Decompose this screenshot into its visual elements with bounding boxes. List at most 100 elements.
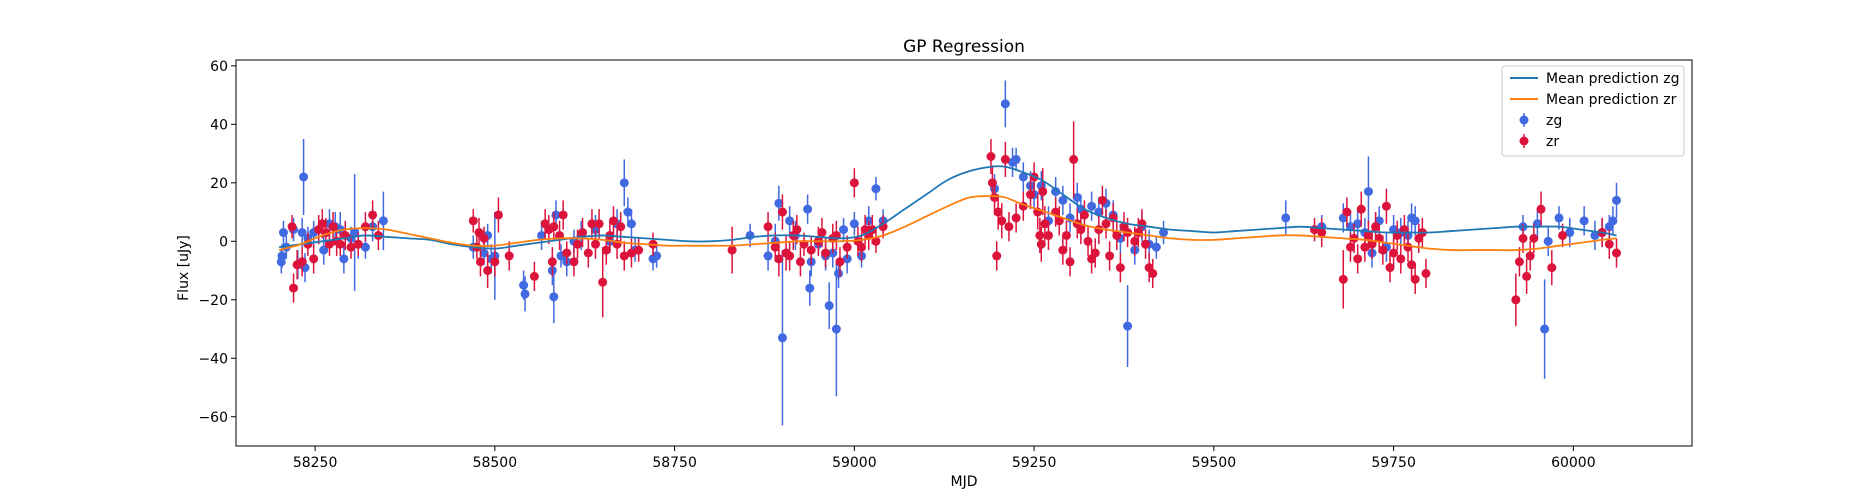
data-point-zg xyxy=(537,230,547,240)
x-axis-label: MJD xyxy=(951,474,978,490)
data-point-zr xyxy=(1112,230,1122,240)
y-tick-label: 20 xyxy=(210,176,228,192)
x-tick-label: 59750 xyxy=(1371,455,1416,471)
y-tick-label: 0 xyxy=(219,234,228,250)
data-point-zg xyxy=(774,198,784,208)
data-point-zr xyxy=(1367,239,1377,249)
data-point-zr xyxy=(1036,239,1046,249)
data-point-zr xyxy=(1035,230,1045,240)
data-point-zg xyxy=(1363,187,1373,197)
data-point-zr xyxy=(468,216,478,226)
data-point-zr xyxy=(1529,233,1539,243)
data-point-zr xyxy=(608,216,618,226)
data-point-zr xyxy=(1115,263,1125,273)
data-point-zr xyxy=(1097,195,1107,205)
axes-frame xyxy=(235,59,1693,447)
x-tick-label: 58500 xyxy=(473,455,518,471)
data-point-zr xyxy=(547,257,557,267)
data-point-zr xyxy=(297,257,307,267)
data-point-zr xyxy=(1547,263,1557,273)
data-point-zg xyxy=(1608,216,1618,226)
data-point-zr xyxy=(335,239,345,249)
line-mean-prediction-zr xyxy=(278,195,1617,252)
line-mean-prediction-zg xyxy=(279,165,1617,250)
data-point-zg xyxy=(1151,242,1161,252)
data-point-zg xyxy=(777,333,787,343)
legend-marker-swatch xyxy=(1519,115,1529,125)
data-point-zg xyxy=(803,204,813,214)
data-point-zr xyxy=(1148,268,1158,278)
plot-area xyxy=(276,80,1622,426)
y-tick-label: −40 xyxy=(198,351,228,367)
data-point-zr xyxy=(986,152,996,161)
data-point-zr xyxy=(1518,233,1528,243)
data-point-zg xyxy=(849,219,859,229)
plot-inner xyxy=(276,80,1622,426)
data-point-zg xyxy=(1018,172,1028,182)
data-point-zr xyxy=(591,239,601,249)
data-point-zr xyxy=(1407,260,1417,270)
data-point-zr xyxy=(1090,248,1100,258)
data-point-zr xyxy=(1061,230,1071,240)
data-point-zr xyxy=(1105,251,1115,261)
data-point-zg xyxy=(350,228,360,238)
data-point-zr xyxy=(1403,242,1413,252)
data-point-zr xyxy=(987,178,997,188)
data-point-zr xyxy=(1011,213,1021,223)
data-point-zg xyxy=(652,251,662,261)
data-point-zg xyxy=(360,242,370,252)
data-point-zr xyxy=(587,219,597,229)
data-point-zr xyxy=(990,192,1000,202)
data-point-zg xyxy=(519,280,529,290)
x-tick-label: 59000 xyxy=(832,455,877,471)
data-point-zr xyxy=(1371,222,1381,232)
legend-entry-label: Mean prediction zg xyxy=(1546,71,1680,87)
legend-entry-label: zg xyxy=(1546,113,1562,129)
data-point-zr xyxy=(634,245,644,255)
data-point-zr xyxy=(770,242,780,252)
data-point-zg xyxy=(871,184,881,194)
data-point-zr xyxy=(997,216,1007,226)
data-point-zr xyxy=(1363,230,1373,240)
data-point-zg xyxy=(1410,216,1420,226)
data-point-zr xyxy=(353,239,363,249)
data-point-zr xyxy=(616,222,626,232)
data-point-zr xyxy=(1522,271,1532,281)
data-point-zr xyxy=(1101,219,1111,229)
data-point-zr xyxy=(549,222,559,232)
data-point-zg xyxy=(520,289,530,299)
data-point-zg xyxy=(1540,324,1550,334)
data-point-zr xyxy=(360,222,370,232)
y-tick-label: 40 xyxy=(210,117,228,133)
data-point-zr xyxy=(1054,216,1064,226)
data-point-zr xyxy=(309,254,319,264)
data-point-zg xyxy=(1011,154,1021,164)
data-point-zr xyxy=(1410,274,1420,284)
data-point-zr xyxy=(1133,228,1143,238)
data-point-zg xyxy=(479,248,489,258)
data-point-zg xyxy=(834,268,844,278)
data-point-zr xyxy=(583,248,593,258)
data-point-zr xyxy=(504,251,514,261)
data-point-zg xyxy=(1087,201,1097,211)
data-point-zr xyxy=(1079,210,1089,220)
data-point-zr xyxy=(346,242,356,252)
data-point-zg xyxy=(278,228,288,238)
legend-entry-label: zr xyxy=(1546,134,1559,150)
data-point-zr xyxy=(1004,222,1014,232)
data-point-zr xyxy=(806,245,816,255)
data-point-zr xyxy=(287,222,297,232)
data-point-zr xyxy=(490,257,500,267)
data-point-zr xyxy=(619,251,629,261)
data-point-zr xyxy=(763,222,773,232)
data-point-zr xyxy=(1000,154,1010,164)
data-point-zr xyxy=(1038,187,1048,197)
data-point-zg xyxy=(1345,222,1355,232)
data-point-zr xyxy=(993,207,1003,217)
legend-entry-label: Mean prediction zr xyxy=(1546,92,1677,108)
data-point-zr xyxy=(792,225,802,235)
axes: 58250 58500 58750 59000 59250 59500 59750 60000… xyxy=(198,59,1693,471)
legend-box xyxy=(1501,65,1685,157)
